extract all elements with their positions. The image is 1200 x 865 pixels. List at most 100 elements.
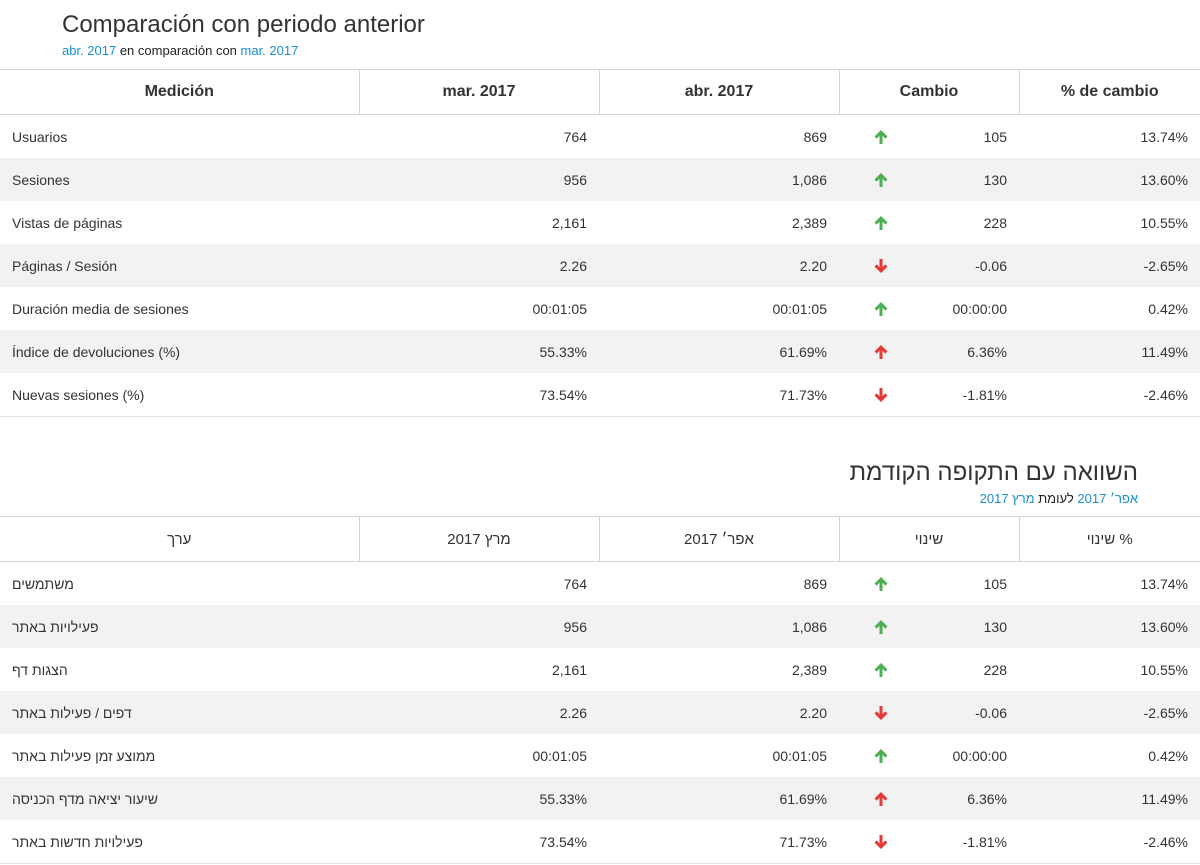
metric-text: Duración media de sesiones (12, 300, 189, 317)
current-value-text: 1,086 (791, 171, 827, 188)
previous-value-text: 764 (563, 128, 587, 145)
change-text: 105 (983, 575, 1007, 592)
percent-change-text: 10.55% (1140, 661, 1188, 678)
metric-text: דפים / פעילות באתר (12, 704, 132, 721)
previous-value-text: 2.26 (559, 257, 587, 274)
percent-change-text: -2.65% (1143, 704, 1188, 721)
metric-text: שיעור יציאה מדף הכניסה (12, 790, 158, 807)
current-value-text: 00:01:05 (772, 300, 828, 317)
current-value-text: 71.73% (779, 833, 827, 850)
change-text: 130 (983, 171, 1007, 188)
arrow-up-icon (873, 129, 889, 145)
column-header-previous[interactable]: מרץ 2017 (358, 516, 599, 562)
percent-change-text: -2.46% (1143, 833, 1188, 850)
current-period-date: אפר׳ 2017 (1077, 491, 1138, 506)
section-heading: Comparación con periodo anterior abr. 20… (62, 11, 425, 59)
metric-text: פעילויות באתר (12, 618, 99, 635)
page-title: השוואה עם התקופה הקודמת (849, 459, 1138, 486)
metric-cell: ממוצע זמן פעילות באתר (0, 734, 359, 777)
section-heading: השוואה עם התקופה הקודמת אפר׳ 2017 לעומת … (849, 459, 1138, 507)
column-header-current[interactable]: abr. 2017 (598, 69, 839, 115)
previous-value-text: 55.33% (539, 343, 587, 360)
metric-cell: דפים / פעילות באתר (0, 691, 359, 734)
current-value-text: 2.20 (799, 704, 827, 721)
change-cell: 00:00:00 (839, 734, 1019, 777)
table-row: הצגות דף 2,161 2,389 228 10.55% (0, 648, 1200, 691)
previous-value-cell: 764 (359, 115, 599, 159)
metric-cell: פעילויות חדשות באתר (0, 820, 359, 864)
column-header-percent-change[interactable]: % de cambio (1018, 69, 1200, 115)
current-value-text: 71.73% (779, 386, 827, 403)
change-cell: -1.81% (839, 820, 1019, 864)
column-header-current[interactable]: אפר׳ 2017 (598, 516, 839, 562)
comparison-table: ערך מרץ 2017 אפר׳ 2017 שינוי שינוי % משת… (0, 516, 1200, 864)
metric-text: Usuarios (12, 128, 68, 145)
percent-change-text: 13.60% (1140, 171, 1188, 188)
change-cell: 6.36% (839, 777, 1019, 820)
table-row: Nuevas sesiones (%) 73.54% 71.73% -1.81% -2.… (0, 373, 1200, 417)
page-title: Comparación con periodo anterior (62, 11, 425, 38)
current-value-cell: 2,389 (599, 648, 839, 691)
arrow-down-icon (873, 705, 889, 721)
table-body: Usuarios 764 869 105 13.74% Sesiones 956 1,086 1… (0, 115, 1200, 417)
change-text: 6.36% (967, 343, 1007, 360)
current-value-cell: 1,086 (599, 158, 839, 201)
change-cell: 105 (839, 562, 1019, 606)
current-value-text: 00:01:05 (772, 747, 828, 764)
current-value-cell: 2,389 (599, 201, 839, 244)
current-value-text: 2,389 (791, 661, 827, 678)
column-header-metric[interactable]: Medición (0, 69, 359, 115)
change-text: 105 (983, 128, 1007, 145)
column-header-previous[interactable]: mar. 2017 (358, 69, 599, 115)
percent-change-cell: -2.65% (1019, 244, 1200, 287)
current-value-text: 61.69% (779, 790, 827, 807)
table-row: Índice de devoluciones (%) 55.33% 61.69% 6.… (0, 330, 1200, 373)
column-header-change[interactable]: Cambio (838, 69, 1019, 115)
column-header-change[interactable]: שינוי (838, 516, 1019, 562)
current-value-text: 869 (803, 575, 827, 592)
previous-period-date: מרץ 2017 (979, 491, 1035, 506)
date-range-subtitle: אפר׳ 2017 לעומת מרץ 2017 (849, 490, 1138, 507)
metric-text: Páginas / Sesión (12, 257, 118, 274)
percent-change-text: -2.65% (1143, 257, 1188, 274)
percent-change-cell: 11.49% (1019, 777, 1200, 820)
previous-value-cell: 55.33% (359, 777, 599, 820)
metric-cell: Duración media de sesiones (0, 287, 359, 330)
column-header-percent-change[interactable]: שינוי % (1018, 516, 1200, 562)
current-value-cell: 71.73% (599, 820, 839, 864)
change-cell: 228 (839, 201, 1019, 244)
percent-change-cell: 10.55% (1019, 648, 1200, 691)
table-row: Duración media de sesiones 00:01:05 00:01:… (0, 287, 1200, 330)
metric-cell: Sesiones (0, 158, 359, 201)
metric-text: הצגות דף (12, 661, 68, 678)
table-body: משתמשים 764 869 105 13.74% פעילויות באתר 956 1,… (0, 562, 1200, 864)
percent-change-text: 11.49% (1141, 790, 1188, 807)
percent-change-cell: 0.42% (1019, 734, 1200, 777)
current-value-cell: 00:01:05 (599, 734, 839, 777)
previous-value-cell: 55.33% (359, 330, 599, 373)
arrow-down-icon (873, 258, 889, 274)
percent-change-cell: -2.46% (1019, 373, 1200, 417)
previous-value-cell: 2.26 (359, 244, 599, 287)
current-value-cell: 869 (599, 115, 839, 159)
metric-cell: Índice de devoluciones (%) (0, 330, 359, 373)
table-row: משתמשים 764 869 105 13.74% (0, 562, 1200, 606)
column-header-metric[interactable]: ערך (0, 516, 359, 562)
table-row: Usuarios 764 869 105 13.74% (0, 115, 1200, 159)
metric-cell: שיעור יציאה מדף הכניסה (0, 777, 359, 820)
current-value-text: 2,389 (791, 214, 827, 231)
metric-text: Índice de devoluciones (%) (12, 343, 181, 360)
current-period-date: abr. 2017 (62, 43, 117, 58)
previous-value-cell: 73.54% (359, 820, 599, 864)
current-value-text: 869 (803, 128, 827, 145)
change-text: -1.81% (962, 833, 1007, 850)
metric-text: משתמשים (12, 575, 74, 592)
table-row: דפים / פעילות באתר 2.26 2.20 -0.06 -2.65% (0, 691, 1200, 734)
arrow-down-icon (873, 834, 889, 850)
current-value-cell: 869 (599, 562, 839, 606)
table-header-row: Medición mar. 2017 abr. 2017 Cambio % de… (0, 69, 1200, 115)
table-row: Vistas de páginas 2,161 2,389 228 10.55% (0, 201, 1200, 244)
percent-change-cell: 10.55% (1019, 201, 1200, 244)
current-value-cell: 61.69% (599, 330, 839, 373)
previous-value-cell: 956 (359, 158, 599, 201)
